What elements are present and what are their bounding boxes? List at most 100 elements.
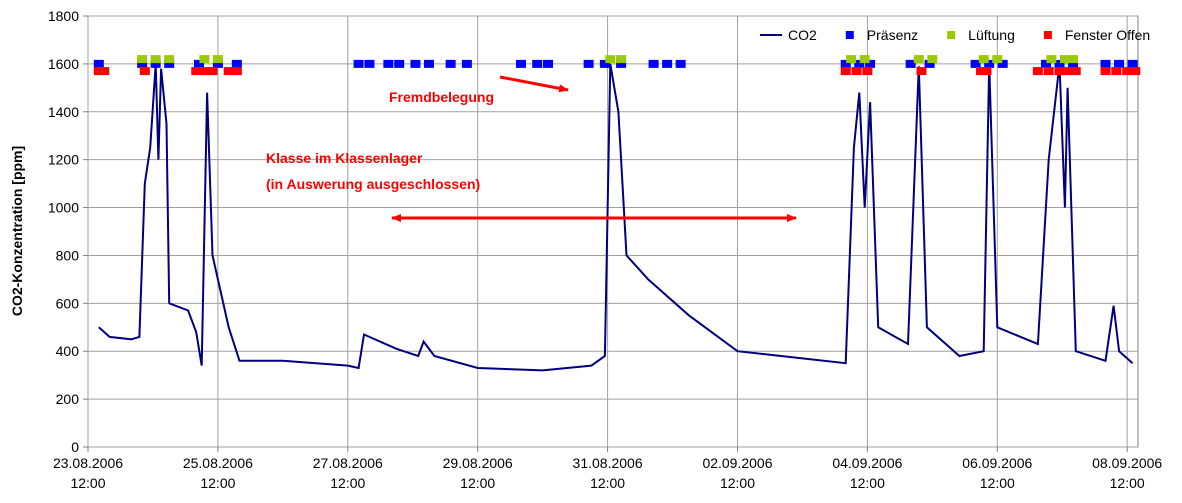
- status-marker: [1040, 59, 1051, 68]
- x-tick-label: 31.08.2006 12:00: [573, 455, 643, 491]
- status-marker: [992, 55, 1003, 64]
- status-marker: [616, 59, 627, 68]
- status-marker: [383, 59, 394, 68]
- status-marker: [1068, 59, 1079, 68]
- status-marker: [364, 59, 375, 68]
- x-tick-label: 25.08.2006 12:00: [183, 455, 253, 491]
- x-tick-label: 08.09.2006 12:00: [1092, 455, 1162, 491]
- status-marker: [139, 67, 150, 76]
- annotation: (in Auswerung ausgeschlossen): [266, 176, 480, 192]
- status-marker: [981, 67, 992, 76]
- status-marker: [353, 59, 364, 68]
- status-marker: [916, 67, 927, 76]
- status-marker: [984, 59, 995, 68]
- status-marker: [543, 59, 554, 68]
- status-marker: [1059, 55, 1070, 64]
- plot-area: [87, 15, 1139, 448]
- status-marker: [1062, 67, 1073, 76]
- x-tick-label: 23.08.2006 12:00: [53, 455, 123, 491]
- status-marker: [1114, 59, 1125, 68]
- status-marker: [445, 59, 456, 68]
- x-tick-label: 02.09.2006 12:00: [702, 455, 772, 491]
- status-marker: [865, 59, 876, 68]
- status-marker: [924, 59, 935, 68]
- status-marker: [1100, 59, 1111, 68]
- status-marker: [199, 67, 210, 76]
- status-marker: [1054, 59, 1065, 68]
- status-marker: [515, 59, 526, 68]
- status-marker: [1100, 67, 1111, 76]
- status-marker: [1054, 67, 1065, 76]
- status-marker: [840, 67, 851, 76]
- status-marker: [913, 55, 924, 64]
- status-marker: [851, 67, 862, 76]
- status-marker: [137, 55, 148, 64]
- status-marker: [93, 59, 104, 68]
- status-marker: [997, 59, 1008, 68]
- status-marker: [199, 55, 210, 64]
- status-marker: [840, 59, 851, 68]
- status-marker: [212, 59, 223, 68]
- annotation: Fremdbelegung: [389, 89, 494, 105]
- status-marker: [423, 59, 434, 68]
- legend-swatch: [1043, 31, 1052, 39]
- status-marker: [150, 59, 161, 68]
- status-marker: [1046, 55, 1057, 64]
- status-marker: [616, 55, 627, 64]
- status-marker: [93, 67, 104, 76]
- status-marker: [164, 55, 175, 64]
- status-marker: [1043, 67, 1054, 76]
- status-marker: [207, 67, 218, 76]
- legend-label: Fenster Offen: [1065, 27, 1150, 43]
- status-marker: [223, 67, 234, 76]
- status-marker: [1127, 59, 1138, 68]
- y-tick-label: 1200: [48, 152, 79, 168]
- status-marker: [846, 55, 857, 64]
- status-marker: [675, 59, 686, 68]
- y-tick-label: 400: [56, 343, 80, 359]
- status-marker: [583, 59, 594, 68]
- status-marker: [150, 55, 161, 64]
- status-marker: [231, 67, 242, 76]
- status-marker: [1111, 67, 1122, 76]
- status-marker: [859, 55, 870, 64]
- status-marker: [605, 55, 616, 64]
- status-marker: [927, 55, 938, 64]
- status-marker: [1068, 55, 1079, 64]
- annotation: Klasse im Klassenlager: [266, 150, 423, 166]
- y-tick-label: 600: [56, 295, 80, 311]
- status-marker: [1122, 67, 1133, 76]
- legend-label: Präsenz: [867, 27, 918, 43]
- status-marker: [532, 59, 543, 68]
- legend-label: Lüftung: [968, 27, 1015, 43]
- status-marker: [137, 59, 148, 68]
- status-marker: [662, 59, 673, 68]
- status-marker: [978, 55, 989, 64]
- status-marker: [461, 59, 472, 68]
- status-marker: [976, 67, 987, 76]
- status-marker: [164, 59, 175, 68]
- status-marker: [191, 67, 202, 76]
- y-tick-label: 200: [56, 391, 80, 407]
- status-marker: [193, 59, 204, 68]
- legend-label: CO2: [788, 27, 817, 43]
- status-marker: [1070, 67, 1081, 76]
- y-tick-label: 0: [71, 439, 79, 455]
- y-tick-label: 1800: [48, 8, 79, 24]
- x-tick-label: 29.08.2006 12:00: [443, 455, 513, 491]
- status-marker: [410, 59, 421, 68]
- y-tick-label: 1000: [48, 200, 79, 216]
- status-marker: [212, 55, 223, 64]
- y-tick-label: 1400: [48, 104, 79, 120]
- co2-line: [98, 63, 1134, 372]
- legend-swatch: [845, 31, 854, 39]
- status-marker: [231, 59, 242, 68]
- y-tick-label: 800: [56, 247, 80, 263]
- y-axis-label: CO2-Konzentration [ppm]: [9, 146, 25, 316]
- x-tick-label: 04.09.2006 12:00: [832, 455, 902, 491]
- status-marker: [99, 67, 110, 76]
- status-marker: [599, 59, 610, 68]
- status-marker: [905, 59, 916, 68]
- status-marker: [648, 59, 659, 68]
- status-marker: [394, 59, 405, 68]
